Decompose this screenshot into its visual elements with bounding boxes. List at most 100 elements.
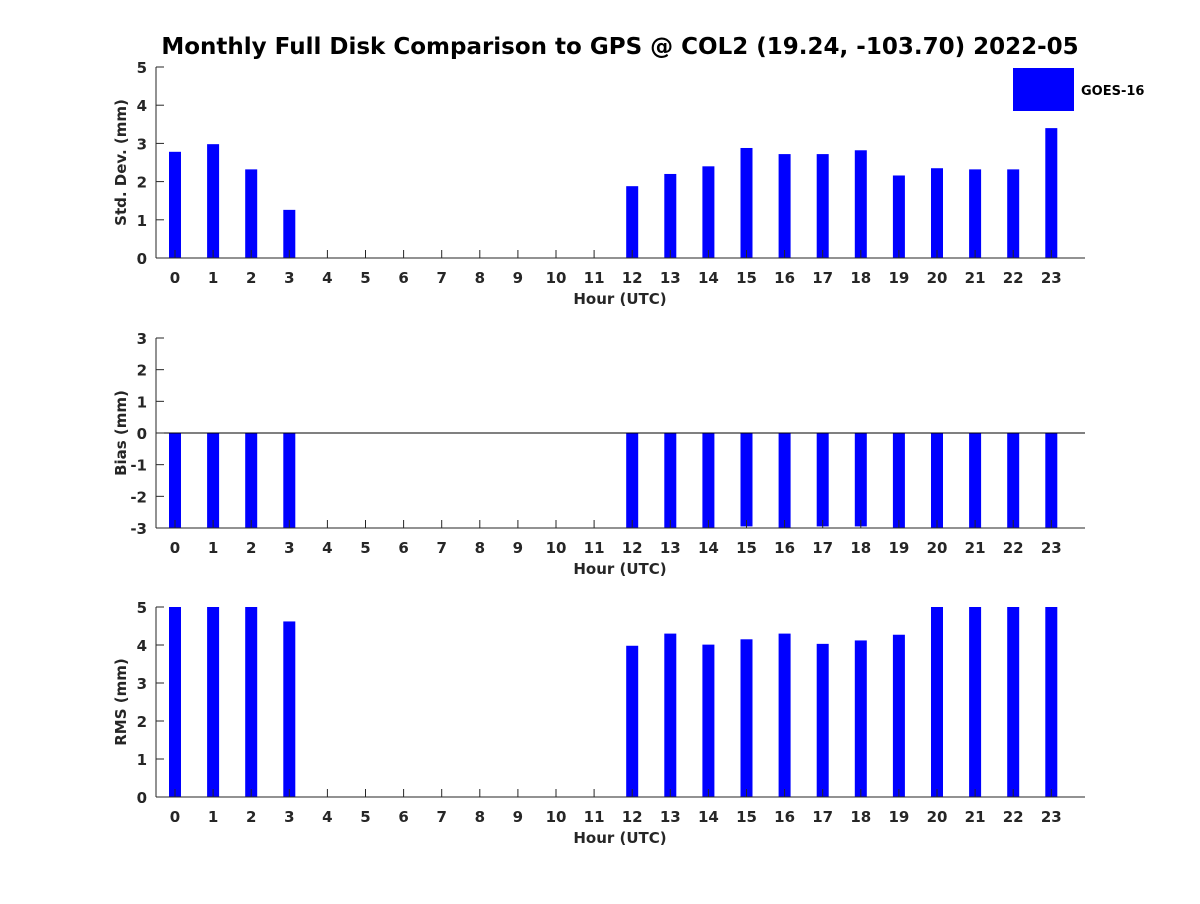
bias-x-tick-label: 0 — [170, 539, 180, 557]
rms-bar-15 — [740, 639, 753, 797]
stddev-x-tick-label: 15 — [736, 269, 757, 287]
stddev-bar-21 — [969, 169, 982, 258]
rms-y-tick-label: 2 — [137, 713, 147, 731]
bias-bar-2 — [245, 433, 258, 528]
rms-y-tick-label: 3 — [137, 675, 147, 693]
bias-bar-16 — [778, 433, 791, 528]
rms-y-axis-label: RMS (mm) — [112, 658, 130, 745]
bias-y-tick-label: 3 — [137, 330, 147, 348]
bias-y-tick-label: 2 — [137, 362, 147, 380]
rms-bar-12 — [626, 645, 639, 797]
bias-x-axis-label: Hour (UTC) — [573, 560, 666, 578]
rms-x-tick-label: 22 — [1003, 808, 1024, 826]
legend: GOES-16 — [1013, 68, 1144, 111]
stddev-x-tick-label: 8 — [475, 269, 485, 287]
bias-y-axis-label: Bias (mm) — [112, 390, 130, 476]
bias-y-tick-label: 0 — [137, 425, 147, 443]
stddev-bar-3 — [283, 209, 296, 258]
stddev-y-tick-label: 4 — [137, 97, 147, 115]
stddev-y-tick-label: 0 — [137, 250, 147, 268]
rms-bar-14 — [702, 644, 715, 797]
stddev-bar-12 — [626, 186, 639, 258]
stddev-x-tick-label: 12 — [622, 269, 643, 287]
bias-bar-1 — [207, 433, 220, 528]
stddev-x-tick-label: 13 — [660, 269, 681, 287]
stddev-bar-16 — [778, 154, 791, 258]
stddev-x-tick-label: 9 — [513, 269, 523, 287]
stddev-x-tick-label: 4 — [322, 269, 332, 287]
stddev-bar-0 — [169, 151, 181, 258]
bias-bar-19 — [892, 433, 905, 528]
rms-x-tick-label: 1 — [208, 808, 218, 826]
bias-x-tick-label: 18 — [850, 539, 871, 557]
stddev-bar-17 — [816, 154, 829, 258]
rms-y-tick-label: 4 — [137, 637, 147, 655]
rms-bar-2 — [245, 607, 258, 797]
bias-bar-21 — [969, 433, 982, 528]
bias-bar-15 — [740, 433, 753, 527]
bias-bar-22 — [1007, 433, 1020, 528]
stddev-x-tick-label: 16 — [774, 269, 795, 287]
rms-x-tick-label: 20 — [927, 808, 948, 826]
rms-x-tick-label: 18 — [850, 808, 871, 826]
stddev-x-tick-label: 5 — [360, 269, 370, 287]
stddev-y-tick-label: 1 — [137, 212, 147, 230]
rms-bar-19 — [892, 634, 905, 797]
rms-x-tick-label: 13 — [660, 808, 681, 826]
rms-bar-16 — [778, 633, 791, 797]
stddev-bar-13 — [664, 173, 677, 258]
rms-x-tick-label: 15 — [736, 808, 757, 826]
bias-x-tick-label: 17 — [812, 539, 833, 557]
stddev-bar-2 — [245, 169, 258, 258]
stddev-x-tick-label: 23 — [1041, 269, 1062, 287]
bias-x-tick-label: 14 — [698, 539, 719, 557]
rms-bar-21 — [969, 607, 982, 797]
rms-bar-13 — [664, 633, 677, 797]
stddev-y-axis-label: Std. Dev. (mm) — [112, 99, 130, 226]
rms-bar-3 — [283, 621, 296, 797]
bias-y-tick-label: -3 — [130, 520, 147, 538]
bias-x-tick-label: 1 — [208, 539, 218, 557]
legend-label: GOES-16 — [1081, 84, 1144, 99]
stddev-y-tick-label: 2 — [137, 174, 147, 192]
stddev-bar-1 — [207, 144, 220, 258]
stddev-x-tick-label: 18 — [850, 269, 871, 287]
bias-y-tick-label: -1 — [130, 457, 147, 475]
rms-x-axis-label: Hour (UTC) — [573, 829, 666, 847]
bias-x-tick-label: 9 — [513, 539, 523, 557]
bias-x-tick-label: 4 — [322, 539, 332, 557]
rms-bar-22 — [1007, 607, 1020, 797]
rms-y-tick-label: 0 — [137, 789, 147, 807]
bias-x-tick-label: 11 — [584, 539, 605, 557]
bias-x-tick-label: 15 — [736, 539, 757, 557]
stddev-y-tick-label: 3 — [137, 135, 147, 153]
bias-x-tick-label: 5 — [360, 539, 370, 557]
rms-x-tick-label: 5 — [360, 808, 370, 826]
stddev-x-tick-label: 14 — [698, 269, 719, 287]
bias-bar-17 — [816, 433, 829, 527]
bias-bar-18 — [854, 433, 867, 527]
rms-x-tick-label: 11 — [584, 808, 605, 826]
rms-x-tick-label: 9 — [513, 808, 523, 826]
rms-x-tick-label: 8 — [475, 808, 485, 826]
stddev-x-tick-label: 6 — [398, 269, 408, 287]
bias-bar-14 — [702, 433, 715, 528]
stddev-bar-20 — [931, 168, 943, 258]
bias-bar-12 — [626, 433, 639, 528]
stddev-bar-23 — [1045, 128, 1058, 258]
rms-y-tick-label: 5 — [137, 599, 147, 617]
bias-bar-23 — [1045, 433, 1058, 528]
rms-x-tick-label: 0 — [170, 808, 180, 826]
stddev-x-tick-label: 7 — [436, 269, 446, 287]
bias-x-tick-label: 23 — [1041, 539, 1062, 557]
bias-x-tick-label: 19 — [888, 539, 909, 557]
bias-x-tick-label: 10 — [546, 539, 567, 557]
stddev-x-tick-label: 3 — [284, 269, 294, 287]
rms-bar-23 — [1045, 607, 1058, 797]
rms-x-tick-label: 17 — [812, 808, 833, 826]
bias-y-tick-label: -2 — [130, 488, 147, 506]
rms-x-tick-label: 14 — [698, 808, 719, 826]
